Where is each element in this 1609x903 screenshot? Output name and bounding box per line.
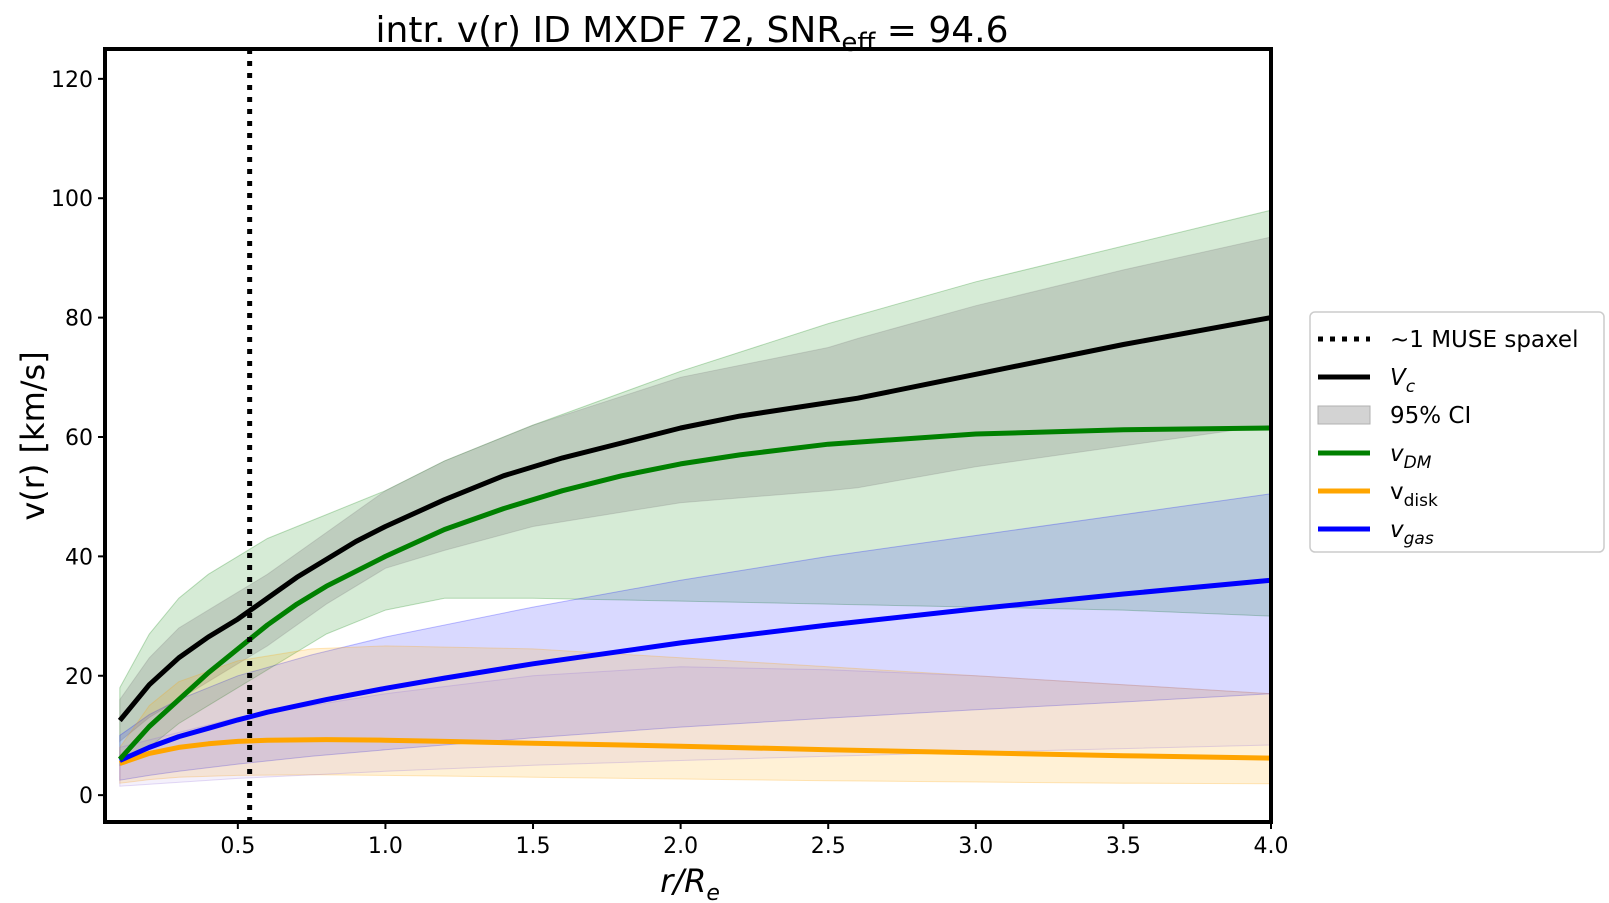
legend-item-3: vDM bbox=[1318, 441, 1432, 473]
y-tick-label: 100 bbox=[51, 187, 93, 212]
series-line-v-disk bbox=[118, 737, 1272, 766]
series-line-v-c bbox=[117, 315, 1272, 723]
legend-item-1: Vc bbox=[1318, 365, 1416, 397]
legend-label: vdisk bbox=[1390, 479, 1438, 511]
legend-label: ~1 MUSE spaxel bbox=[1390, 327, 1578, 353]
x-tick-label: 3.5 bbox=[1106, 834, 1141, 859]
legend-label: Vc bbox=[1390, 365, 1416, 397]
y-axis-ticks: 0 20 40 60 80 100 120 bbox=[51, 68, 105, 809]
x-axis-label: r/Re bbox=[660, 862, 720, 903]
legend-label: vgas bbox=[1390, 517, 1434, 549]
x-tick-label: 4.0 bbox=[1254, 834, 1289, 859]
x-tick-label: 0.5 bbox=[220, 834, 255, 859]
legend-item-0: ~1 MUSE spaxel bbox=[1318, 327, 1578, 353]
confidence-bands bbox=[119, 209, 1272, 787]
x-tick-label: 2.0 bbox=[663, 834, 698, 859]
title-tail: = 94.6 bbox=[875, 10, 1008, 51]
legend-label: 95% CI bbox=[1390, 403, 1471, 429]
y-tick-label: 20 bbox=[65, 665, 93, 690]
x-tick-label: 2.5 bbox=[811, 834, 846, 859]
legend-swatch bbox=[1317, 405, 1371, 425]
legend: ~1 MUSE spaxel Vc 95% CI vDM vdisk vgas bbox=[1309, 311, 1605, 553]
y-tick-label: 40 bbox=[65, 545, 93, 570]
x-tick-label: 1.5 bbox=[516, 834, 551, 859]
title-main: intr. v(r) ID MXDF 72, SNR bbox=[376, 10, 842, 51]
y-tick-label: 120 bbox=[51, 68, 93, 93]
x-tick-label: 3.0 bbox=[958, 834, 993, 859]
series-line-v-gas bbox=[118, 577, 1272, 763]
y-tick-label: 0 bbox=[79, 784, 93, 809]
series-lines bbox=[117, 315, 1272, 766]
title-subscript: eff bbox=[841, 28, 876, 58]
x-tick-label: 1.0 bbox=[368, 834, 403, 859]
y-tick-label: 80 bbox=[65, 307, 93, 332]
legend-item-4: vdisk bbox=[1318, 479, 1438, 511]
y-axis-label: v(r) [km/s] bbox=[14, 351, 52, 520]
chart-title: intr. v(r) ID MXDF 72, SNReff = 94.6 bbox=[376, 10, 1009, 58]
legend-item-5: vgas bbox=[1318, 517, 1434, 549]
legend-box bbox=[1309, 311, 1605, 553]
series-line-v-dm bbox=[117, 425, 1272, 761]
y-tick-label: 60 bbox=[65, 426, 93, 451]
legend-item-2: 95% CI bbox=[1317, 403, 1471, 429]
plot-frame bbox=[103, 47, 1273, 824]
legend-label: vDM bbox=[1390, 441, 1432, 473]
x-axis-ticks: 0.5 1.0 1.5 2.0 2.5 3.0 3.5 4.0 bbox=[220, 822, 1289, 859]
